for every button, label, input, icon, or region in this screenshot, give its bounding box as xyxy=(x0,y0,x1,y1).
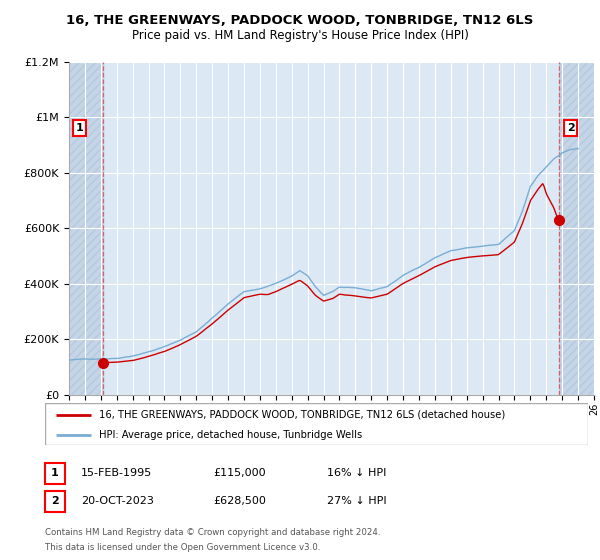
FancyBboxPatch shape xyxy=(45,403,588,445)
Text: Contains HM Land Registry data © Crown copyright and database right 2024.: Contains HM Land Registry data © Crown c… xyxy=(45,528,380,537)
Text: 1: 1 xyxy=(76,123,83,133)
Text: 27% ↓ HPI: 27% ↓ HPI xyxy=(327,496,386,506)
Bar xyxy=(69,62,103,395)
Text: 2: 2 xyxy=(567,123,575,133)
Text: £628,500: £628,500 xyxy=(213,496,266,506)
Text: 16, THE GREENWAYS, PADDOCK WOOD, TONBRIDGE, TN12 6LS (detached house): 16, THE GREENWAYS, PADDOCK WOOD, TONBRID… xyxy=(100,410,506,420)
Bar xyxy=(69,62,103,395)
Text: 16, THE GREENWAYS, PADDOCK WOOD, TONBRIDGE, TN12 6LS: 16, THE GREENWAYS, PADDOCK WOOD, TONBRID… xyxy=(67,14,533,27)
Text: 1: 1 xyxy=(51,468,59,478)
Text: £115,000: £115,000 xyxy=(213,468,266,478)
Text: 15-FEB-1995: 15-FEB-1995 xyxy=(81,468,152,478)
Bar xyxy=(559,62,594,395)
Bar xyxy=(559,62,594,395)
Text: 16% ↓ HPI: 16% ↓ HPI xyxy=(327,468,386,478)
Text: This data is licensed under the Open Government Licence v3.0.: This data is licensed under the Open Gov… xyxy=(45,543,320,552)
Text: HPI: Average price, detached house, Tunbridge Wells: HPI: Average price, detached house, Tunb… xyxy=(100,430,362,440)
Text: Price paid vs. HM Land Registry's House Price Index (HPI): Price paid vs. HM Land Registry's House … xyxy=(131,29,469,42)
Text: 20-OCT-2023: 20-OCT-2023 xyxy=(81,496,154,506)
Text: 2: 2 xyxy=(51,496,59,506)
